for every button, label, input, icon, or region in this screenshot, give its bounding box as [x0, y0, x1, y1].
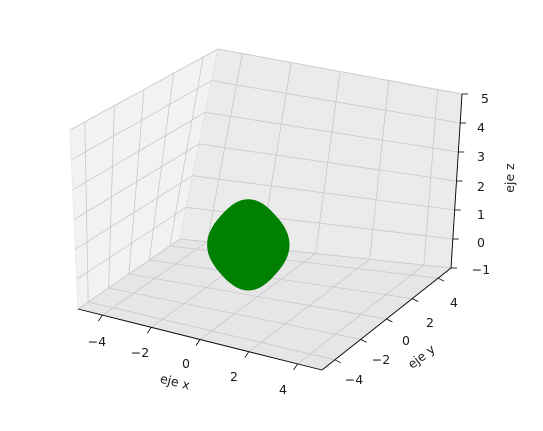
z-tick-label: 1 — [477, 207, 485, 222]
y-tick — [334, 359, 342, 364]
x-tick — [146, 327, 152, 334]
z-tick-label: 0 — [477, 235, 485, 250]
x-tick-label: −2 — [131, 345, 149, 360]
z-grid-line — [69, 48, 219, 131]
z-tick-label: 4 — [477, 120, 485, 135]
x-tick — [293, 363, 298, 371]
x-tick-label: 4 — [279, 382, 287, 397]
y-tick-labels: −4 −2 0 2 4 — [345, 295, 458, 387]
z-grid-line — [211, 80, 461, 124]
y-grid-line — [88, 301, 335, 361]
z-grid-line — [72, 111, 206, 191]
z-tick-label: −1 — [472, 262, 490, 277]
y-grid-line — [108, 287, 361, 340]
z-tick-label: 5 — [481, 91, 489, 106]
x-axis-label: eje x — [159, 371, 192, 393]
sphere-surface — [207, 199, 290, 291]
x-tick — [244, 351, 250, 358]
y-tick-label: −2 — [372, 352, 390, 367]
z-grid-line — [205, 111, 459, 153]
z-grid-line — [217, 48, 463, 95]
x-tick — [98, 314, 103, 322]
y-tick-label: 2 — [426, 315, 434, 330]
y-tick — [412, 298, 419, 302]
x-tick-label: 2 — [230, 369, 238, 384]
grid-lines — [69, 48, 463, 365]
tick-marks — [98, 93, 468, 371]
z-tick-label: 3 — [477, 149, 485, 164]
y-tick-label: 0 — [402, 333, 410, 348]
y-tick — [360, 339, 367, 343]
z-grid-line — [198, 143, 457, 182]
z-axis-label: eje z — [502, 163, 517, 193]
y-grid-line — [128, 273, 387, 320]
y-tick — [386, 318, 393, 323]
y-tick-label: −4 — [345, 372, 363, 387]
x-tick-labels: −4 −2 0 2 4 — [88, 334, 287, 397]
x-tick-label: −4 — [88, 334, 106, 349]
z-grid-line — [76, 206, 187, 280]
z-tick-labels: −1 0 1 2 3 4 5 — [472, 91, 490, 277]
z-grid-line — [73, 143, 200, 220]
x-tick — [195, 339, 201, 346]
y-tick-label: 4 — [450, 295, 458, 310]
y-grid-line — [149, 259, 413, 299]
z-grid-line — [75, 175, 193, 250]
y-tick — [437, 277, 445, 282]
z-grid-line — [77, 238, 181, 310]
z-grid-line — [71, 80, 212, 161]
x-tick-label: 0 — [182, 356, 190, 371]
z-grid-line — [192, 175, 455, 211]
z-tick-label: 2 — [477, 179, 485, 194]
